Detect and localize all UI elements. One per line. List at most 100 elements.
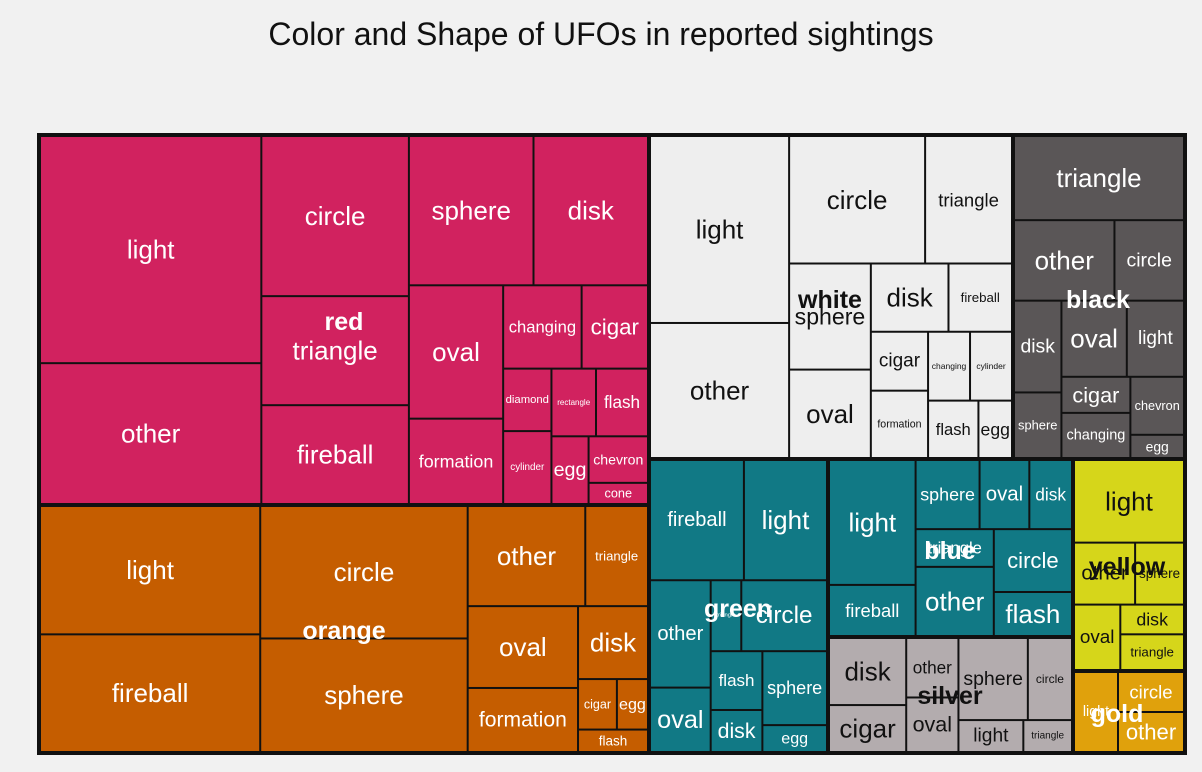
tile-label-red-disk: disk	[568, 196, 615, 226]
tile-label-red-cigar: cigar	[591, 314, 640, 339]
tile-black-oval	[1062, 301, 1126, 376]
tile-green-fireball	[651, 461, 743, 580]
tile-label-orange-flash: flash	[599, 733, 628, 748]
tile-red-circle	[262, 137, 408, 296]
tile-label-blue-fireball: fireball	[845, 600, 899, 621]
tile-label-blue-sphere: sphere	[920, 485, 975, 505]
tile-label-yellow-disk: disk	[1136, 609, 1168, 629]
tile-label-silver-sphere: sphere	[963, 668, 1023, 690]
tile-label-white-disk: disk	[887, 283, 934, 313]
tile-label-red-formation: formation	[419, 451, 494, 471]
tile-label-green-other: other	[657, 623, 703, 645]
group-label-gold: gold	[1091, 700, 1144, 728]
tile-silver-other	[907, 639, 958, 697]
tile-red-cone	[589, 483, 647, 503]
tile-white-light	[651, 137, 789, 322]
tile-label-green-oval: oval	[657, 706, 703, 734]
tile-label-orange-cigar: cigar	[584, 697, 611, 711]
tile-black-chevron	[1131, 377, 1183, 434]
tile-orange-light	[41, 507, 260, 634]
tile-blue-disk	[1030, 461, 1071, 529]
tile-orange-cigar	[579, 680, 616, 729]
tile-label-gold-light: light	[1083, 704, 1109, 720]
tile-silver-sphere	[959, 639, 1027, 720]
tile-black-other	[1015, 221, 1114, 300]
group-label-white: white	[797, 286, 862, 314]
tile-blue-circle	[994, 530, 1071, 591]
tile-black-changing	[1062, 413, 1130, 457]
tile-black-cigar	[1062, 377, 1130, 412]
tile-blue-light	[830, 461, 915, 584]
tile-label-silver-triangle: triangle	[1031, 731, 1064, 742]
tile-label-red-cone: cone	[605, 486, 633, 500]
tile-label-white-other: other	[690, 375, 750, 405]
tile-label-green-disk: disk	[718, 719, 756, 743]
tile-red-oval	[409, 286, 503, 418]
tile-silver-disk	[830, 639, 906, 705]
tile-label-blue-triangle: triangle	[927, 539, 981, 558]
tile-label-blue-light: light	[848, 507, 896, 537]
tile-label-orange-egg: egg	[619, 695, 646, 713]
tile-black-disk	[1015, 301, 1061, 392]
tile-label-yellow-sphere: sphere	[1139, 566, 1180, 581]
tile-red-disk	[534, 137, 647, 285]
tile-label-orange-circle: circle	[334, 557, 395, 587]
tile-red-triangle	[262, 297, 408, 405]
tile-label-black-other: other	[1035, 245, 1095, 275]
group-label-silver: silver	[917, 682, 983, 710]
tile-label-red-diamond: diamond	[506, 394, 549, 406]
tile-label-red-other: other	[121, 419, 181, 449]
tile-label-orange-triangle: triangle	[595, 549, 638, 564]
tile-orange-flash	[579, 730, 647, 751]
tile-orange-oval	[468, 607, 578, 687]
tile-white-disk	[871, 264, 948, 331]
group-label-black: black	[1066, 286, 1130, 314]
tile-label-black-light: light	[1138, 328, 1174, 349]
group-label-blue: blue	[924, 537, 975, 565]
tile-label-silver-other: other	[913, 658, 952, 678]
tile-label-red-triangle: triangle	[292, 336, 377, 366]
tile-orange-triangle	[586, 507, 647, 606]
tile-label-white-fireball: fireball	[961, 290, 1000, 305]
tile-blue-oval	[980, 461, 1029, 529]
tile-label-yellow-triangle: triangle	[1130, 645, 1174, 660]
tile-label-silver-disk: disk	[844, 657, 891, 687]
tile-orange-other	[468, 507, 585, 606]
tile-red-changing	[504, 286, 581, 368]
tile-label-white-egg: egg	[981, 419, 1010, 439]
tile-label-red-oval: oval	[432, 337, 480, 367]
tile-label-orange-disk: disk	[590, 628, 637, 658]
tile-blue-other	[916, 567, 993, 635]
tile-yellow-other	[1075, 543, 1135, 604]
tile-red-other	[41, 364, 261, 503]
tile-green-other	[651, 581, 710, 687]
tile-label-red-flash: flash	[604, 393, 640, 412]
group-label-green: green	[704, 595, 772, 623]
tile-label-red-fireball: fireball	[297, 440, 374, 470]
tile-red-diamond	[504, 369, 551, 431]
tile-green-sphere	[763, 652, 826, 725]
tile-label-silver-cigar: cigar	[839, 714, 896, 744]
tile-label-orange-oval: oval	[499, 632, 547, 662]
tile-blue-flash	[994, 593, 1071, 635]
tile-label-white-formation: formation	[877, 418, 921, 430]
tile-label-yellow-light: light	[1105, 486, 1153, 516]
tile-white-oval	[790, 370, 870, 457]
tile-white-flash	[929, 401, 978, 457]
tile-label-blue-disk: disk	[1035, 485, 1066, 505]
tile-label-green-flash: flash	[719, 671, 755, 690]
tile-label-red-light: light	[127, 235, 175, 265]
tile-green-flash	[711, 652, 762, 709]
tile-label-black-changing: changing	[1066, 427, 1125, 443]
tile-green-circle	[742, 581, 826, 651]
tile-label-black-cigar: cigar	[1072, 382, 1119, 407]
tile-red-flash	[597, 369, 647, 436]
tile-label-blue-oval: oval	[986, 484, 1023, 506]
tile-green-oval	[651, 688, 710, 751]
tile-label-silver-oval: oval	[913, 713, 952, 737]
tile-label-white-flash: flash	[936, 420, 971, 439]
tile-yellow-disk	[1121, 605, 1183, 634]
tile-label-black-sphere: sphere	[1018, 418, 1057, 433]
tile-label-gold-other: other	[1126, 720, 1176, 745]
tile-gold-light	[1075, 673, 1117, 751]
